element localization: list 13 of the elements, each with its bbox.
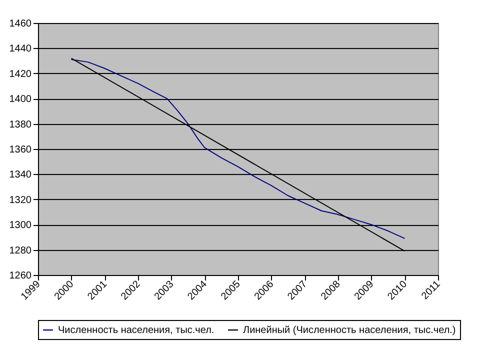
y-tick-label: 1320 [9,194,32,206]
y-tick-label: 1420 [9,68,32,80]
y-tick-label: 1400 [9,94,32,106]
y-tick-label: 1360 [9,144,32,156]
y-tick-label: 1380 [9,119,32,130]
y-tick-label: 1340 [9,170,32,181]
y-tick-label: 1280 [9,245,32,256]
legend-label: Линейный (Численность населения, тыс.чел.) [243,325,456,336]
legend-label: Численность населения, тыс.чел. [58,325,214,336]
y-tick-label: 1300 [9,220,32,232]
y-tick-label: 1460 [9,18,32,30]
y-tick-label: 1440 [9,44,32,55]
y-tick-label: 1260 [9,270,32,282]
